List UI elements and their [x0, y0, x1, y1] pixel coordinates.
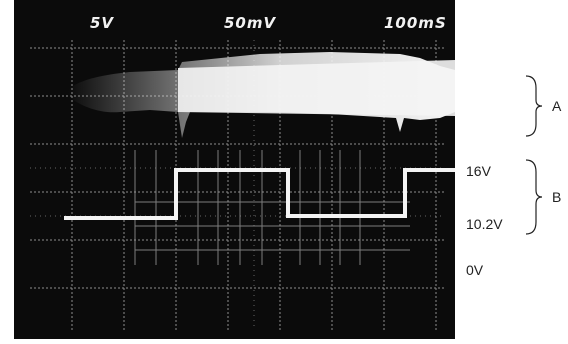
trace-a-label: A	[552, 98, 562, 114]
level-high-label: 16V	[466, 163, 491, 179]
channel-2-scale: 50mV	[224, 14, 277, 32]
brace-b-icon	[525, 159, 543, 235]
brace-a-icon	[525, 75, 543, 137]
trace-a	[68, 52, 455, 138]
timebase-scale: 100mS	[384, 14, 447, 32]
channel-1-scale: 5V	[90, 14, 115, 32]
level-low-label: 10.2V	[466, 216, 503, 232]
level-zero-label: 0V	[466, 262, 484, 278]
trace-b-label: B	[552, 189, 562, 205]
